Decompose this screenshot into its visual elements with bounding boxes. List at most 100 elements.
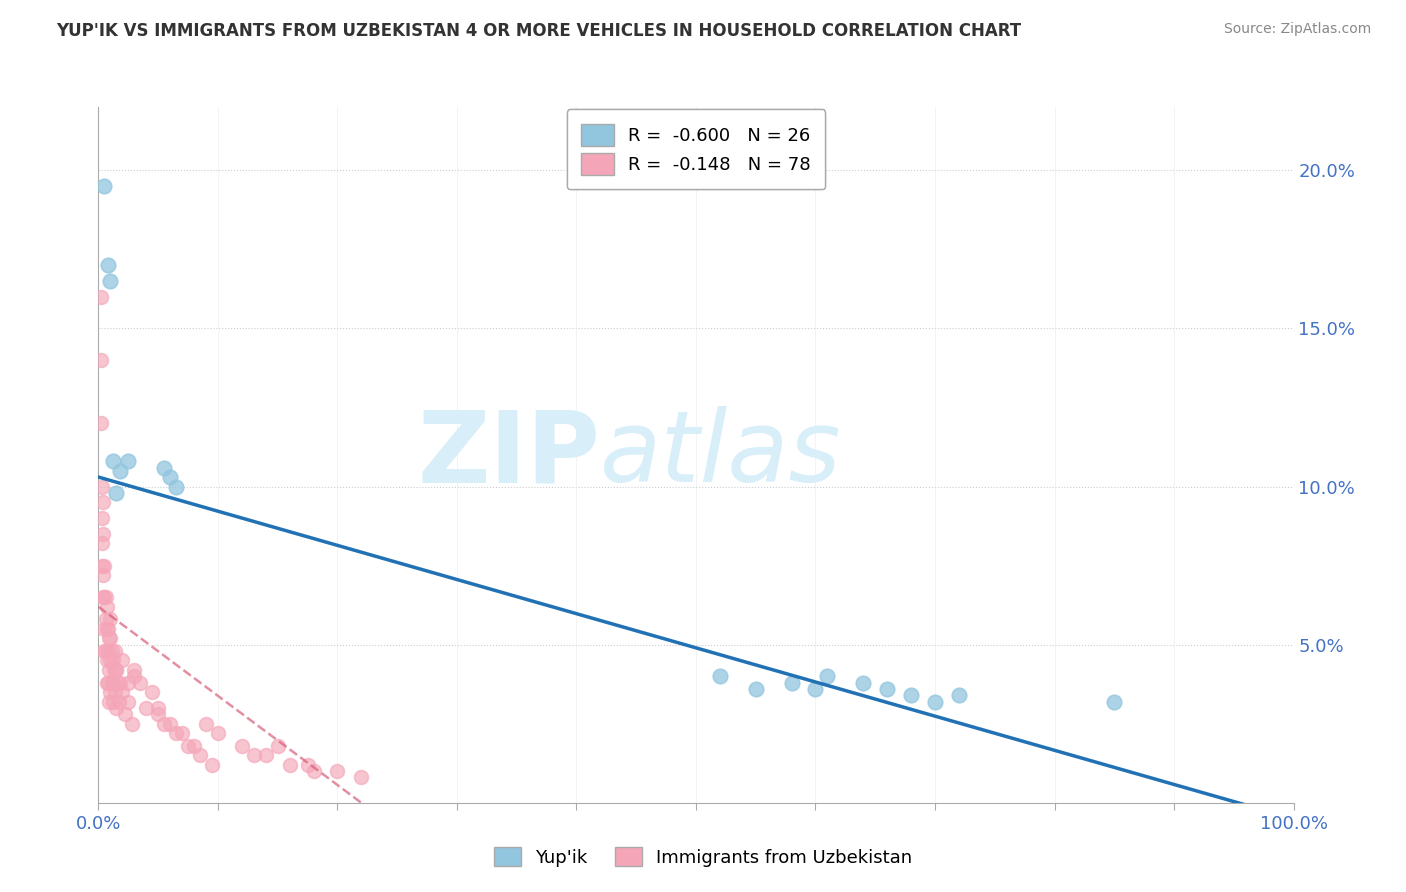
Point: [101, 695, 124, 709]
Point: [159, 716, 181, 731]
Point: [98, 685, 122, 699]
Point: [98, 274, 122, 288]
Point: [188, 748, 211, 763]
Point: [159, 470, 181, 484]
Text: Source: ZipAtlas.com: Source: ZipAtlas.com: [1223, 22, 1371, 37]
Point: [108, 464, 131, 478]
Point: [94, 591, 117, 605]
Point: [231, 739, 253, 753]
Point: [153, 460, 176, 475]
Point: [267, 739, 290, 753]
Point: [165, 479, 187, 493]
Point: [201, 757, 224, 772]
Point: [97, 675, 120, 690]
Point: [852, 675, 875, 690]
Point: [745, 681, 768, 696]
Point: [135, 701, 157, 715]
Point: [815, 669, 838, 683]
Point: [326, 764, 349, 779]
Point: [165, 726, 187, 740]
Point: [105, 486, 128, 500]
Point: [108, 675, 131, 690]
Point: [709, 669, 731, 683]
Point: [107, 675, 129, 690]
Point: [91, 536, 114, 550]
Point: [129, 675, 152, 690]
Point: [141, 685, 163, 699]
Point: [876, 681, 898, 696]
Point: [93, 591, 115, 605]
Point: [98, 653, 122, 667]
Point: [105, 663, 128, 677]
Point: [100, 644, 122, 658]
Point: [98, 695, 121, 709]
Point: [780, 675, 803, 690]
Point: [350, 771, 373, 785]
Point: [97, 622, 120, 636]
Point: [107, 695, 129, 709]
Point: [93, 644, 115, 658]
Point: [900, 688, 922, 702]
Point: [91, 568, 114, 582]
Point: [117, 454, 139, 468]
Point: [91, 495, 114, 509]
Point: [117, 695, 139, 709]
Point: [98, 632, 122, 646]
Point: [93, 622, 115, 636]
Point: [91, 479, 114, 493]
Point: [96, 622, 118, 636]
Point: [117, 675, 139, 690]
Point: [111, 685, 134, 699]
Point: [148, 707, 170, 722]
Legend: R =  -0.600   N = 26, R =  -0.148   N = 78: R = -0.600 N = 26, R = -0.148 N = 78: [567, 109, 825, 189]
Point: [98, 612, 122, 626]
Point: [93, 179, 115, 194]
Point: [97, 258, 120, 272]
Point: [194, 716, 218, 731]
Point: [94, 644, 117, 658]
Text: ZIP: ZIP: [418, 407, 600, 503]
Point: [278, 757, 301, 772]
Point: [948, 688, 970, 702]
Point: [121, 716, 143, 731]
Point: [91, 511, 114, 525]
Point: [91, 591, 114, 605]
Point: [91, 527, 114, 541]
Text: YUP'IK VS IMMIGRANTS FROM UZBEKISTAN 4 OR MORE VEHICLES IN HOUSEHOLD CORRELATION: YUP'IK VS IMMIGRANTS FROM UZBEKISTAN 4 O…: [56, 22, 1021, 40]
Point: [148, 701, 170, 715]
Point: [297, 757, 319, 772]
Point: [93, 558, 115, 573]
Point: [97, 644, 120, 658]
Point: [114, 707, 136, 722]
Point: [804, 681, 827, 696]
Point: [105, 701, 128, 715]
Point: [91, 558, 114, 573]
Point: [101, 454, 124, 468]
Point: [96, 675, 118, 690]
Point: [98, 663, 121, 677]
Point: [254, 748, 277, 763]
Point: [98, 632, 121, 646]
Point: [207, 726, 229, 740]
Point: [183, 739, 205, 753]
Point: [172, 726, 194, 740]
Point: [90, 353, 112, 368]
Point: [153, 716, 176, 731]
Point: [94, 612, 117, 626]
Point: [105, 663, 128, 677]
Point: [101, 675, 124, 690]
Point: [124, 663, 146, 677]
Point: [90, 417, 112, 431]
Point: [111, 653, 134, 667]
Point: [104, 644, 127, 658]
Point: [302, 764, 325, 779]
Point: [124, 669, 146, 683]
Point: [103, 663, 125, 677]
Point: [101, 653, 124, 667]
Point: [1102, 695, 1125, 709]
Point: [104, 685, 127, 699]
Point: [96, 599, 118, 614]
Point: [177, 739, 200, 753]
Point: [924, 695, 946, 709]
Point: [243, 748, 266, 763]
